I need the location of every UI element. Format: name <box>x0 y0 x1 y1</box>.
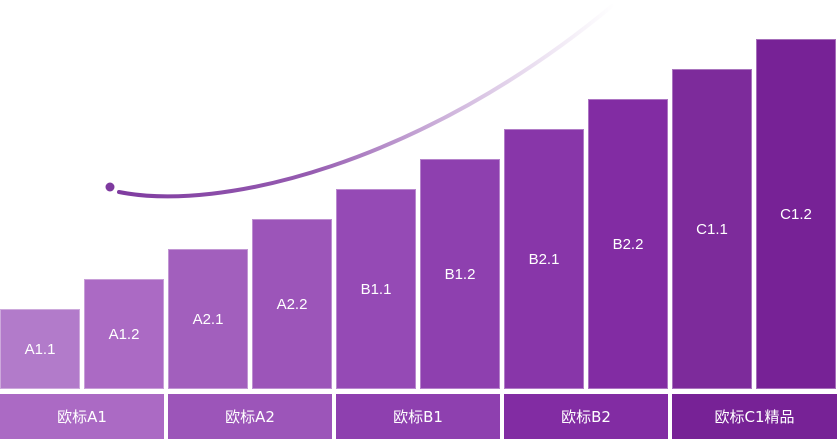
bar-a1-1: A1.1 <box>0 309 80 389</box>
group-label-3: 欧标B2 <box>504 394 668 439</box>
group-label-1: 欧标A2 <box>168 394 332 439</box>
bar-label: C1.2 <box>780 205 812 223</box>
group-label-0: 欧标A1 <box>0 394 164 439</box>
bar-label: A2.2 <box>276 295 308 313</box>
bar-label: B1.1 <box>360 280 392 298</box>
bar-label: A2.1 <box>192 310 224 328</box>
bar-a1-2: A1.2 <box>84 279 164 389</box>
group-label-2: 欧标B1 <box>336 394 500 439</box>
bar-c1-2: C1.2 <box>756 39 836 389</box>
bar-label: A1.2 <box>108 325 140 343</box>
bar-label: B2.1 <box>528 250 560 268</box>
group-label-4: 欧标C1精品 <box>672 394 837 439</box>
bar-b2-2: B2.2 <box>588 99 668 389</box>
bar-label: B2.2 <box>612 235 644 253</box>
bar-a2-2: A2.2 <box>252 219 332 389</box>
bar-label: A1.1 <box>24 340 56 358</box>
bar-b2-1: B2.1 <box>504 129 584 389</box>
curve-line <box>117 4 614 199</box>
bar-c1-1: C1.1 <box>672 69 752 389</box>
curve-start-dot <box>105 182 115 192</box>
bar-a2-1: A2.1 <box>168 249 248 389</box>
bar-b1-2: B1.2 <box>420 159 500 389</box>
bar-label: C1.1 <box>696 220 728 238</box>
bar-label: B1.2 <box>444 265 476 283</box>
bar-b1-1: B1.1 <box>336 189 416 389</box>
